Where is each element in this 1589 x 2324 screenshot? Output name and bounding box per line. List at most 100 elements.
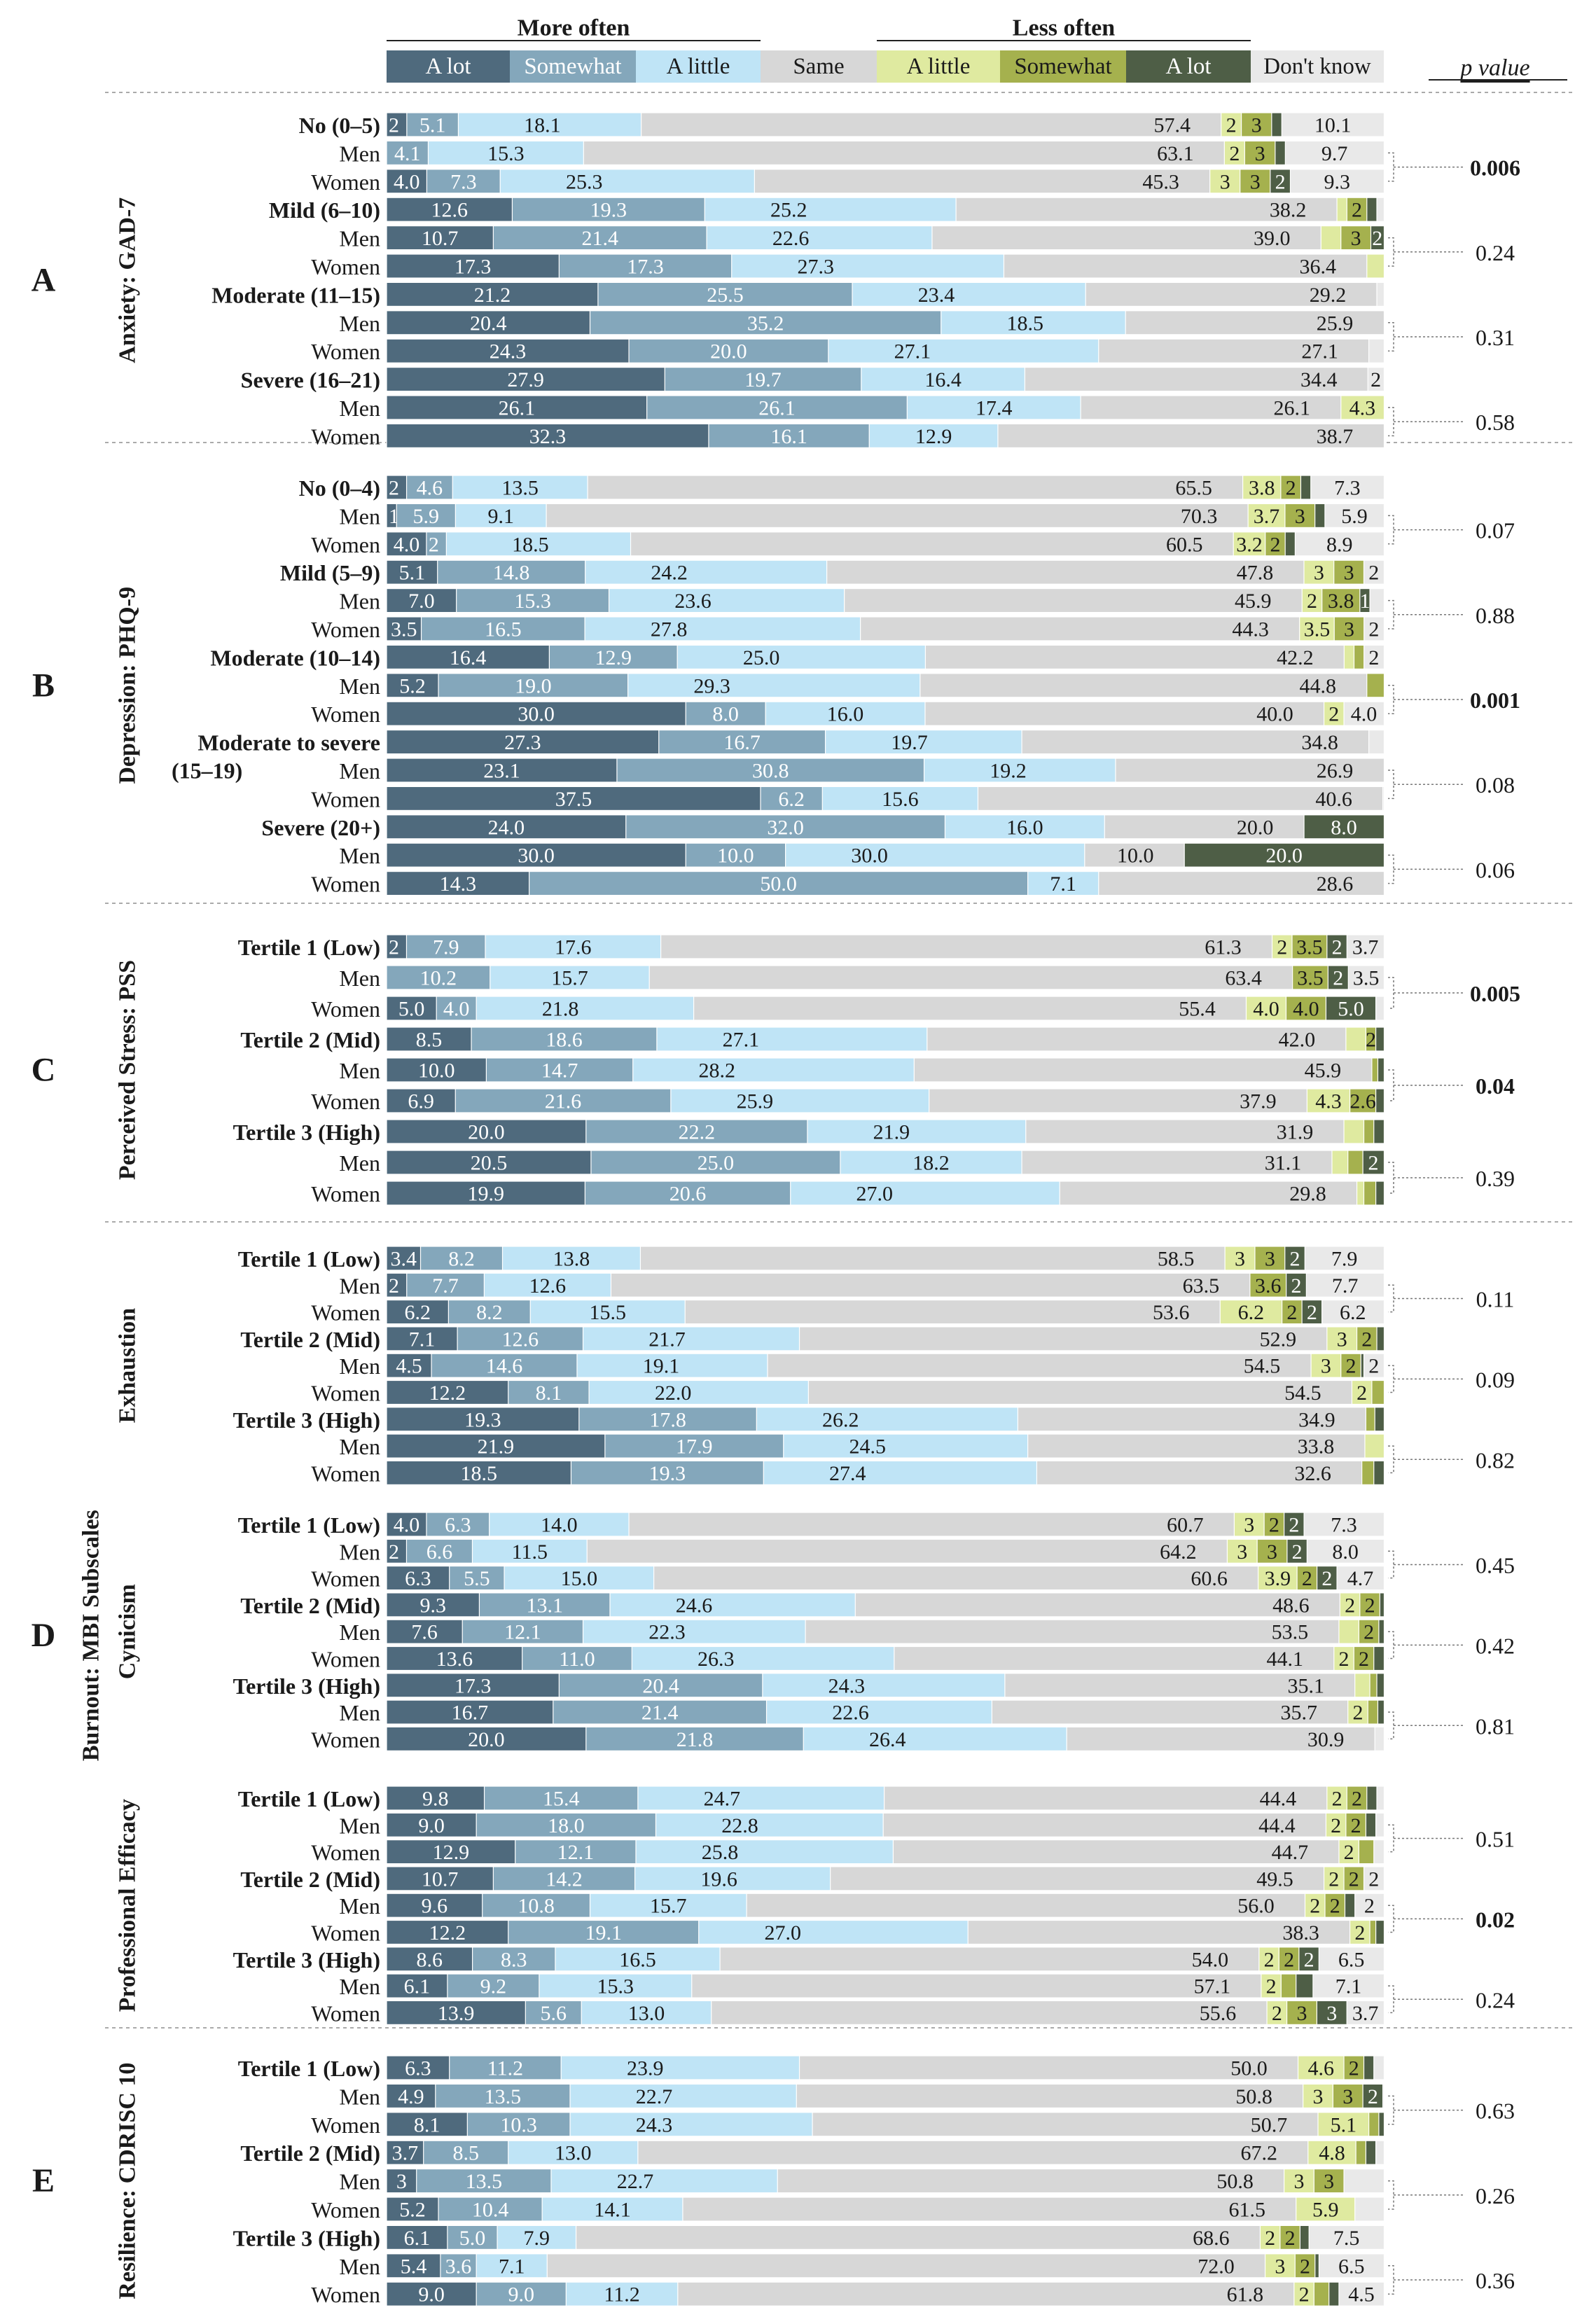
bar-segment: [658, 729, 826, 755]
bar-segment: [1317, 2112, 1370, 2137]
data-label: 27.1: [1301, 340, 1338, 363]
data-label: 10.8: [518, 1895, 555, 1918]
bar-segment: [522, 1645, 633, 1671]
bar-segment: [587, 475, 1244, 500]
data-label: 12.9: [595, 646, 632, 669]
bar-segment: [431, 1353, 578, 1378]
bar-segment: [1326, 1786, 1348, 1811]
bar-segment: [1354, 1673, 1371, 1698]
data-label: 7.5: [1333, 2227, 1360, 2250]
bar-segment: [1303, 2083, 1334, 2108]
bar-segment: [471, 1538, 588, 1564]
bar-segment: [1284, 1246, 1306, 1271]
data-label: 2: [1307, 1301, 1317, 1324]
bar-segment: [476, 2281, 567, 2306]
bar-segment: [913, 1057, 1373, 1083]
bar-row: Women 12.9 12.1 25.8 44.7 2: [311, 1839, 1385, 1865]
bar-segment: [482, 1893, 591, 1918]
bar-segment: [1364, 616, 1385, 641]
bar-segment: [1306, 1088, 1351, 1113]
data-label: 10.4: [472, 2199, 509, 2222]
row-label: Tertile 2 (Mid): [240, 2141, 380, 2166]
bar-segment: [1318, 2253, 1385, 2278]
bar-row: Women 14.3 50.0 7.1 28.6: [311, 870, 1385, 897]
data-label: 72.0: [1198, 2255, 1235, 2278]
row-label: Women: [311, 702, 380, 727]
data-label: 44.8: [1300, 674, 1337, 697]
data-label: 2: [1349, 2057, 1359, 2080]
data-label: 55.6: [1200, 2002, 1237, 2025]
data-label: 44.4: [1258, 1814, 1296, 1837]
data-label: 7.9: [1331, 1248, 1358, 1271]
data-label: 5.1: [1331, 2113, 1357, 2136]
bar-segment: [627, 673, 921, 698]
bar-segment: [386, 2197, 440, 2222]
bar-segment: [1364, 1433, 1385, 1459]
data-label: 22.2: [679, 1121, 716, 1144]
data-label: 22.3: [648, 1621, 686, 1644]
row-label: Women: [311, 1840, 380, 1865]
data-label: 24.3: [490, 340, 527, 363]
bar-row: Men 16.7 21.4 22.6 35.7 2: [339, 1699, 1385, 1725]
bar-segment: [386, 644, 550, 670]
bar-segment: [685, 701, 767, 726]
bar-segment: [854, 1592, 1341, 1617]
section-title: Perceived Stress: PSS: [115, 960, 141, 1180]
row-label: Women: [311, 2197, 380, 2222]
bar-segment: [1366, 197, 1378, 222]
bar-segment: [883, 1786, 1328, 1811]
bar-segment: [525, 2000, 583, 2025]
data-label: 3: [1326, 2002, 1337, 2025]
bar-segment: [386, 814, 627, 840]
data-label: 3.4: [391, 1248, 417, 1271]
bar-row: Severe (20+) 24.0 32.0 16.0 20.0 8.0: [261, 814, 1385, 840]
data-label: 23.1: [483, 760, 520, 783]
bar-segment: [664, 366, 862, 392]
bar-segment: [1265, 531, 1286, 557]
bar-segment: [640, 112, 1222, 137]
bar-segment: [1098, 870, 1385, 896]
bar-segment: [1373, 1119, 1385, 1144]
row-label: Men: [339, 1620, 380, 1645]
bar-segment: [1314, 503, 1326, 529]
bar-row: Tertile 1 (Low) 3.4 8.2 13.8 58.5 3 3 2 7.9: [238, 1246, 1385, 1272]
data-label: 2: [1310, 1895, 1320, 1918]
bar-segment: [426, 1512, 490, 1537]
bar-segment: [1379, 1592, 1385, 1617]
data-label: 5.1: [419, 114, 446, 137]
bar-segment: [1324, 1893, 1346, 1918]
row-label: Women: [311, 1566, 380, 1592]
bar-segment: [610, 1272, 1251, 1297]
bar-segment: [1377, 1699, 1385, 1725]
data-label: 2: [1352, 199, 1362, 222]
data-label: 29.3: [693, 674, 730, 697]
data-label: 16.5: [619, 1948, 656, 1971]
row-label: Women: [311, 1921, 380, 1946]
data-label: 2: [1365, 1594, 1375, 1617]
bar-segment: [1362, 1150, 1385, 1175]
bar-segment: [1323, 701, 1345, 726]
bar-segment: [1369, 1673, 1378, 1698]
bar-row: Women 8.1 10.3 24.3 50.7 5.1: [311, 2112, 1385, 2138]
data-label: 2: [1291, 1274, 1301, 1297]
data-label: 2: [1304, 1948, 1314, 1971]
bar-segment: [1338, 1839, 1360, 1865]
data-label: 8.9: [1326, 533, 1353, 556]
data-label: 3: [1342, 2085, 1353, 2108]
pvalue: 0.45: [1476, 1552, 1515, 1578]
bar-row: Women 5.0 4.0 21.8 55.4 4.0 4.0 5.0: [311, 996, 1385, 1022]
bar-segment: [1333, 1645, 1355, 1671]
bar-segment: [840, 1150, 1023, 1175]
data-label: 3.8: [1328, 590, 1354, 613]
bar-segment: [575, 2225, 1261, 2250]
data-label: 2: [1264, 1948, 1275, 1971]
bar-segment: [1375, 2140, 1385, 2165]
bar-segment: [931, 225, 1322, 251]
bar-segment: [1376, 1673, 1385, 1698]
data-label: 4.9: [398, 2085, 424, 2108]
data-label: 32.6: [1294, 1462, 1331, 1485]
bar-segment: [1284, 140, 1385, 165]
bar-segment: [553, 1699, 768, 1725]
data-label: 19.6: [700, 1867, 737, 1891]
bar-segment: [1373, 1839, 1385, 1865]
